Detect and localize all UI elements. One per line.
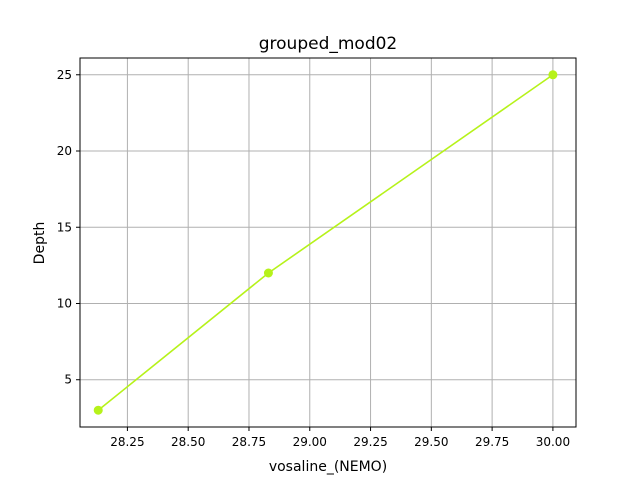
data-point <box>263 268 273 278</box>
axis-ticks: 28.25 28.50 28.75 29.00 29.25 29.50 29.75 30.00… <box>57 68 570 449</box>
x-tick-label: 28.50 <box>171 435 205 449</box>
y-tick-label: 25 <box>57 68 72 82</box>
x-tick-label: 30.00 <box>536 435 570 449</box>
x-tick-label: 29.75 <box>475 435 509 449</box>
y-tick-label: 20 <box>57 144 72 158</box>
series-layer <box>93 70 558 415</box>
x-tick-label: 29.00 <box>293 435 327 449</box>
data-point <box>548 70 558 80</box>
y-tick-label: 15 <box>57 220 72 234</box>
y-tick-label: 5 <box>64 373 72 387</box>
y-axis-label: Depth <box>32 222 48 265</box>
plot-frame <box>79 57 577 428</box>
x-tick-label: 28.75 <box>232 435 266 449</box>
x-tick-label: 29.25 <box>353 435 387 449</box>
x-tick-label: 28.25 <box>110 435 144 449</box>
y-tick-label: 10 <box>57 296 72 310</box>
data-point <box>93 405 103 415</box>
x-axis-label: vosaline_(NEMO) <box>269 459 387 475</box>
x-tick-label: 29.50 <box>414 435 448 449</box>
chart-title: grouped_mod02 <box>259 34 398 54</box>
grid-lines <box>80 58 576 427</box>
